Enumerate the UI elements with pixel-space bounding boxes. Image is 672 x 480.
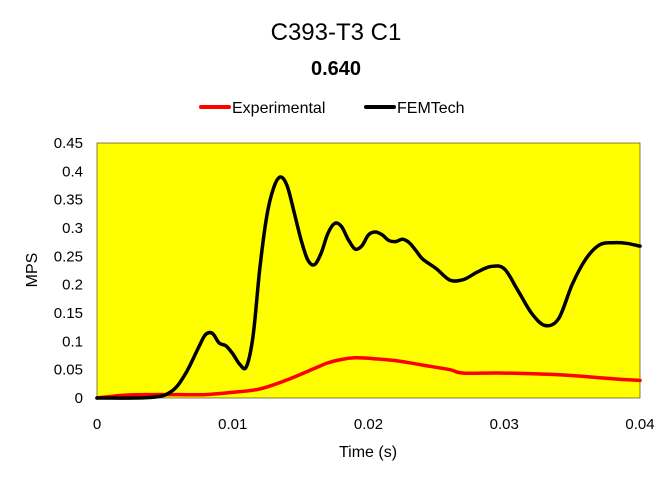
y-tick-label: 0.05	[54, 362, 83, 379]
legend-label-femtech: FEMTech	[397, 100, 465, 117]
legend: Experimental FEMTech	[199, 100, 465, 117]
x-axis-label: Time (s)	[339, 444, 397, 461]
x-tick-label: 0.02	[354, 416, 383, 433]
y-tick-label: 0	[75, 390, 83, 407]
y-tick-label: 0.3	[62, 220, 83, 237]
plot-area	[96, 142, 641, 399]
y-tick-label: 0.2	[62, 277, 83, 294]
y-tick-label: 0.4	[62, 163, 83, 180]
series-line-experimental	[95, 355, 642, 400]
y-tick-label: 0.15	[54, 305, 83, 322]
x-tick-label: 0.04	[625, 416, 654, 433]
chart-subtitle: 0.640	[311, 58, 361, 80]
x-tick-label: 0	[93, 416, 101, 433]
x-axis-ticks: 0 0.01 0.02 0.03 0.04	[93, 416, 655, 433]
chart-title: C393-T3 C1	[271, 19, 402, 46]
y-tick-label: 0.25	[54, 248, 83, 265]
legend-label-experimental: Experimental	[232, 100, 325, 117]
x-tick-label: 0.01	[218, 416, 247, 433]
series-group	[95, 175, 642, 400]
x-tick-label: 0.03	[490, 416, 519, 433]
y-tick-label: 0.1	[62, 333, 83, 350]
series-line-femtech	[95, 175, 642, 400]
y-axis-ticks: 0 0.05 0.1 0.15 0.2 0.25 0.3 0.35 0.4 0.45	[54, 135, 83, 407]
y-tick-label: 0.35	[54, 192, 83, 209]
y-axis-label: MPS	[24, 253, 41, 288]
y-tick-label: 0.45	[54, 135, 83, 152]
